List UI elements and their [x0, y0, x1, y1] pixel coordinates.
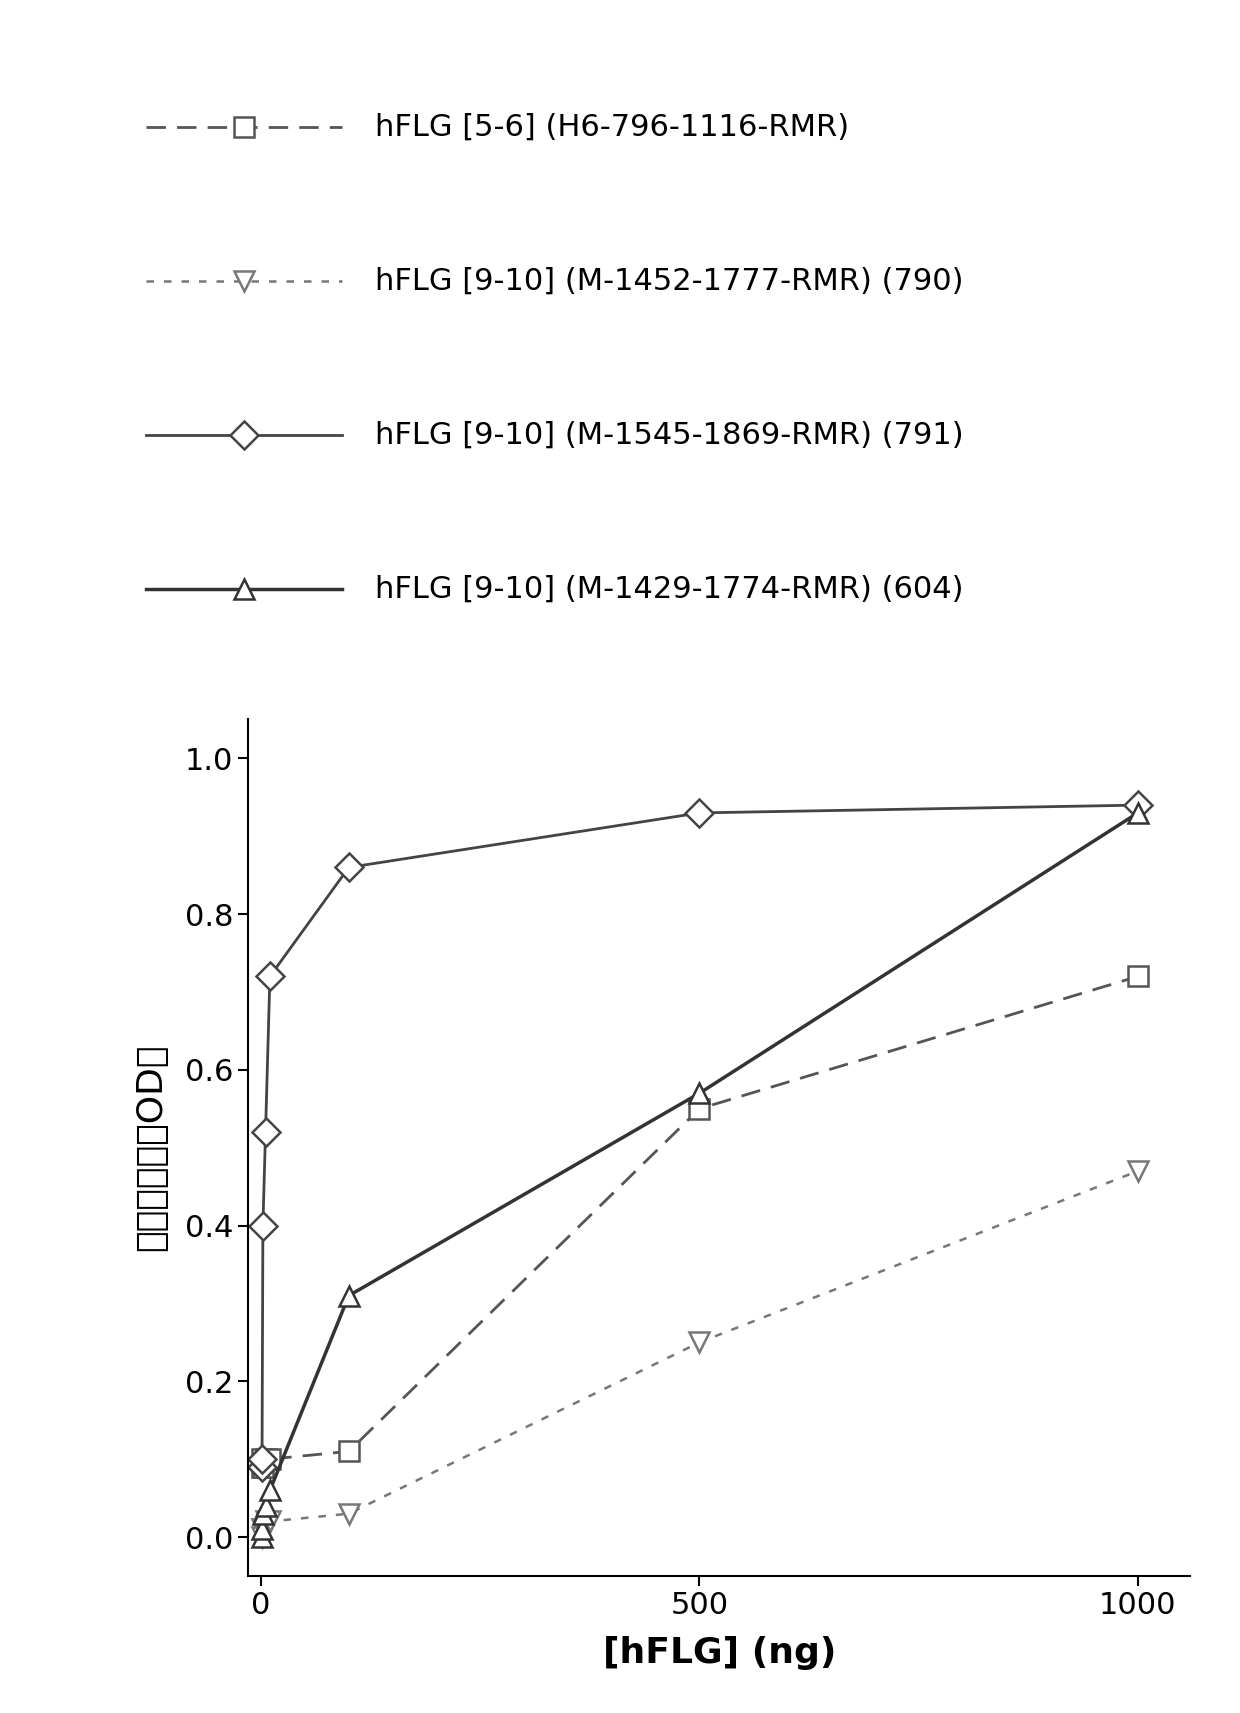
Text: hFLG [5-6] (H6-796-1116-RMR): hFLG [5-6] (H6-796-1116-RMR) [374, 113, 849, 140]
X-axis label: [hFLG] (ng): [hFLG] (ng) [603, 1636, 836, 1670]
Text: hFLG [9-10] (M-1429-1774-RMR) (604): hFLG [9-10] (M-1429-1774-RMR) (604) [374, 576, 963, 603]
Y-axis label: 免疫反应性（OD）: 免疫反应性（OD） [134, 1043, 169, 1252]
Text: hFLG [9-10] (M-1545-1869-RMR) (791): hFLG [9-10] (M-1545-1869-RMR) (791) [374, 421, 963, 449]
Text: hFLG [9-10] (M-1452-1777-RMR) (790): hFLG [9-10] (M-1452-1777-RMR) (790) [374, 267, 963, 295]
